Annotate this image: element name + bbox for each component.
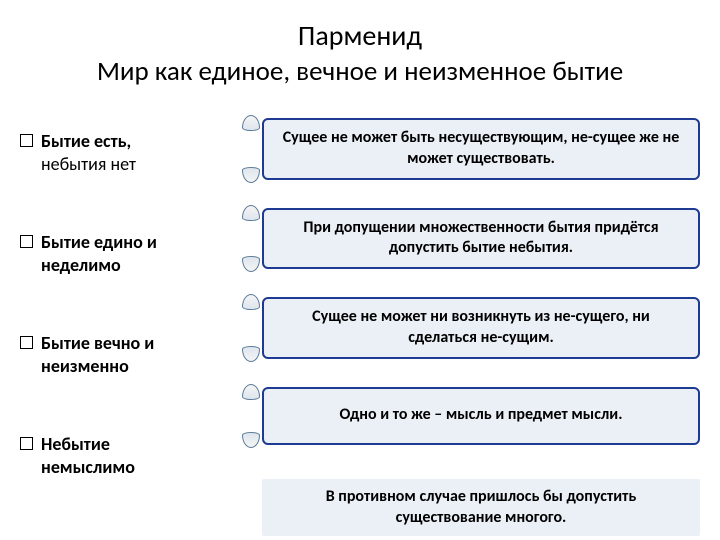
bullet-bold: неизменно bbox=[41, 355, 129, 377]
bullet-list: Бытие есть, небытия нет Бытие едино и не… bbox=[20, 118, 220, 536]
checkbox-icon bbox=[20, 235, 33, 248]
scroll-text: Сущее не может ни возникнуть из не-сущег… bbox=[262, 297, 700, 359]
bullet-item: Небытие немыслимо bbox=[20, 433, 220, 478]
explanation-list: Сущее не может быть несуществующим, не-с… bbox=[240, 118, 700, 536]
footer-box: В противном случае пришлось бы допустить… bbox=[262, 479, 700, 537]
bullet-rest: небытия нет bbox=[41, 153, 136, 175]
scroll-box: Сущее не может ни возникнуть из не-сущег… bbox=[240, 297, 700, 359]
page-title: Парменид bbox=[20, 18, 700, 53]
bullet-item: Бытие вечно и неизменно bbox=[20, 332, 220, 377]
bullet-bold: Небытие bbox=[41, 433, 110, 455]
bullet-bold: Бытие есть, bbox=[41, 130, 131, 152]
scroll-text: Одно и то же – мысль и предмет мысли. bbox=[262, 387, 700, 445]
checkbox-icon bbox=[20, 134, 33, 147]
scroll-text: Сущее не может быть несуществующим, не-с… bbox=[262, 118, 700, 180]
scroll-box: Сущее не может быть несуществующим, не-с… bbox=[240, 118, 700, 180]
scroll-box: При допущении множественности бытия прид… bbox=[240, 208, 700, 270]
scroll-text: При допущении множественности бытия прид… bbox=[262, 208, 700, 270]
bullet-text: Небытие немыслимо bbox=[41, 433, 135, 478]
scroll-icon bbox=[240, 208, 262, 270]
bullet-text: Бытие вечно и неизменно bbox=[41, 332, 154, 377]
bullet-item: Бытие есть, небытия нет bbox=[20, 130, 220, 175]
bullet-bold: немыслимо bbox=[41, 456, 135, 478]
page-subtitle: Мир как единое, вечное и неизменное быти… bbox=[20, 55, 700, 88]
content-area: Бытие есть, небытия нет Бытие едино и не… bbox=[20, 118, 700, 536]
checkbox-icon bbox=[20, 336, 33, 349]
bullet-text: Бытие едино и неделимо bbox=[41, 231, 157, 276]
bullet-item: Бытие едино и неделимо bbox=[20, 231, 220, 276]
bullet-text: Бытие есть, небытия нет bbox=[41, 130, 136, 175]
scroll-icon bbox=[240, 387, 262, 445]
scroll-icon bbox=[240, 118, 262, 180]
scroll-box: Одно и то же – мысль и предмет мысли. bbox=[240, 387, 700, 445]
bullet-bold: Бытие едино и bbox=[41, 231, 157, 253]
scroll-icon bbox=[240, 297, 262, 359]
checkbox-icon bbox=[20, 437, 33, 450]
bullet-bold: неделимо bbox=[41, 254, 121, 276]
bullet-bold: Бытие вечно и bbox=[41, 332, 154, 354]
